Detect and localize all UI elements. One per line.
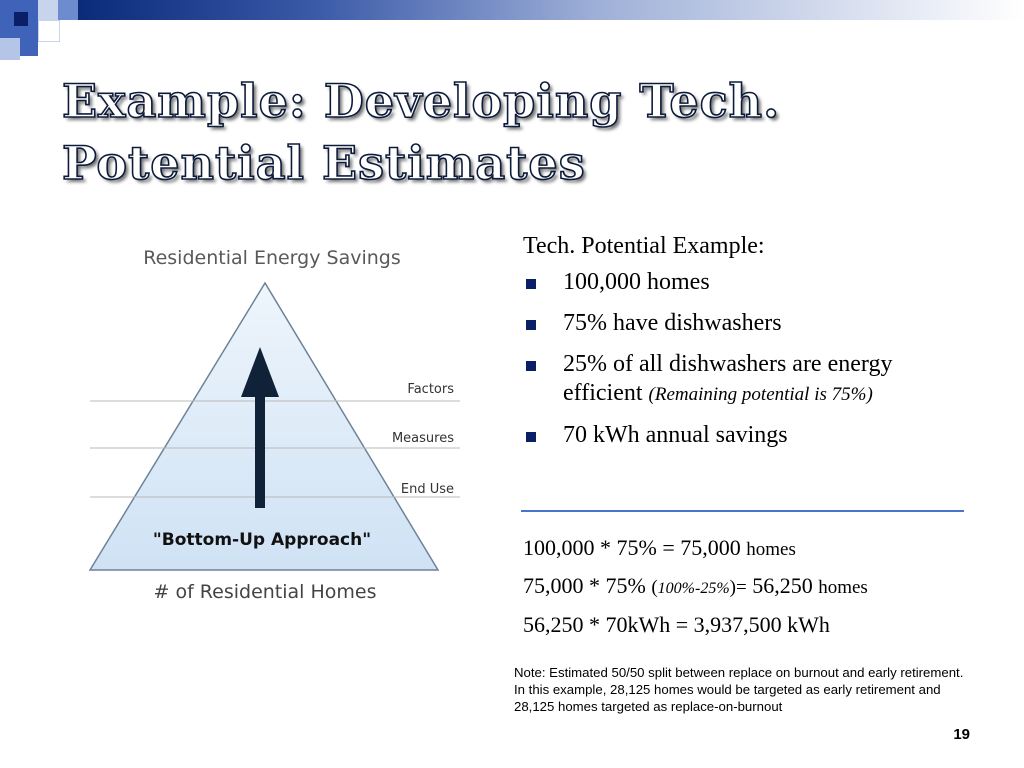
diagram-title: Residential Energy Savings [143, 247, 400, 269]
upward-arrow-icon [241, 347, 279, 508]
calc-line-1-main: 100,000 * 75% = 75,000 [523, 535, 747, 560]
title-line: Example: Developing Tech. [61, 73, 781, 129]
deco-square [0, 38, 20, 60]
bullet-note: (Remaining potential is 75%) [648, 384, 873, 405]
square-bullet-icon [526, 361, 536, 371]
bullet-item: 75% have dishwashers [523, 309, 973, 338]
deco-square [20, 38, 38, 56]
calc-line-1-unit: homes [746, 539, 796, 560]
bullet-text: 100,000 homes [563, 269, 710, 295]
pyramid-diagram: Residential Energy Savings Factors Measu… [80, 235, 470, 615]
calc-line-2-unit: homes [818, 577, 868, 598]
bullet-text: 25% of all dishwashers are energy effici… [563, 351, 893, 406]
calculations: 100,000 * 75% = 75,000 homes 75,000 * 75… [523, 530, 983, 643]
slide-title: Example: Developing Tech. Potential Esti… [61, 70, 962, 194]
calc-line-1: 100,000 * 75% = 75,000 homes [523, 530, 983, 568]
calc-line-2-paren-close: )= [729, 577, 747, 598]
level-label-end-use: End Use [401, 482, 454, 497]
example-panel: Tech. Potential Example: 100,000 homes 7… [523, 230, 973, 462]
calc-line-2-main: 75,000 * 75% [523, 573, 652, 598]
square-bullet-icon [526, 432, 536, 442]
pyramid-svg: Residential Energy Savings Factors Measu… [88, 247, 460, 603]
calc-line-2-result: 56,250 [746, 573, 819, 598]
approach-label: "Bottom-Up Approach" [153, 530, 371, 550]
calc-line-3: 56,250 * 70kWh = 3,937,500 kWh [523, 612, 830, 637]
deco-square [38, 20, 60, 42]
bullet-item: 25% of all dishwashers are energy effici… [523, 350, 973, 409]
example-bullets: 100,000 homes 75% have dishwashers 25% o… [523, 268, 973, 450]
example-intro: Tech. Potential Example: [523, 233, 765, 259]
section-divider [521, 510, 964, 512]
calc-line-2-paren-text: 100%-25% [657, 580, 730, 597]
level-label-factors: Factors [407, 382, 454, 397]
bullet-item: 70 kWh annual savings [523, 421, 973, 450]
calc-line-2-paren-open: ( [651, 577, 658, 598]
calc-line-2: 75,000 * 75% (100%-25%)= 56,250 homes [523, 568, 983, 607]
bullet-item: 100,000 homes [523, 268, 973, 297]
title-line: Potential Estimates [61, 135, 586, 191]
level-label-measures: Measures [392, 431, 454, 446]
square-bullet-icon [526, 320, 536, 330]
top-gradient-bar [78, 0, 1024, 20]
deco-square [14, 12, 28, 26]
base-label: # of Residential Homes [153, 581, 376, 603]
bullet-text: 75% have dishwashers [563, 310, 782, 336]
bullet-text: 70 kWh annual savings [563, 422, 788, 448]
footnote: Note: Estimated 50/50 split between repl… [514, 665, 964, 714]
square-bullet-icon [526, 279, 536, 289]
page-number: 19 [953, 726, 970, 743]
deco-square [58, 0, 78, 20]
